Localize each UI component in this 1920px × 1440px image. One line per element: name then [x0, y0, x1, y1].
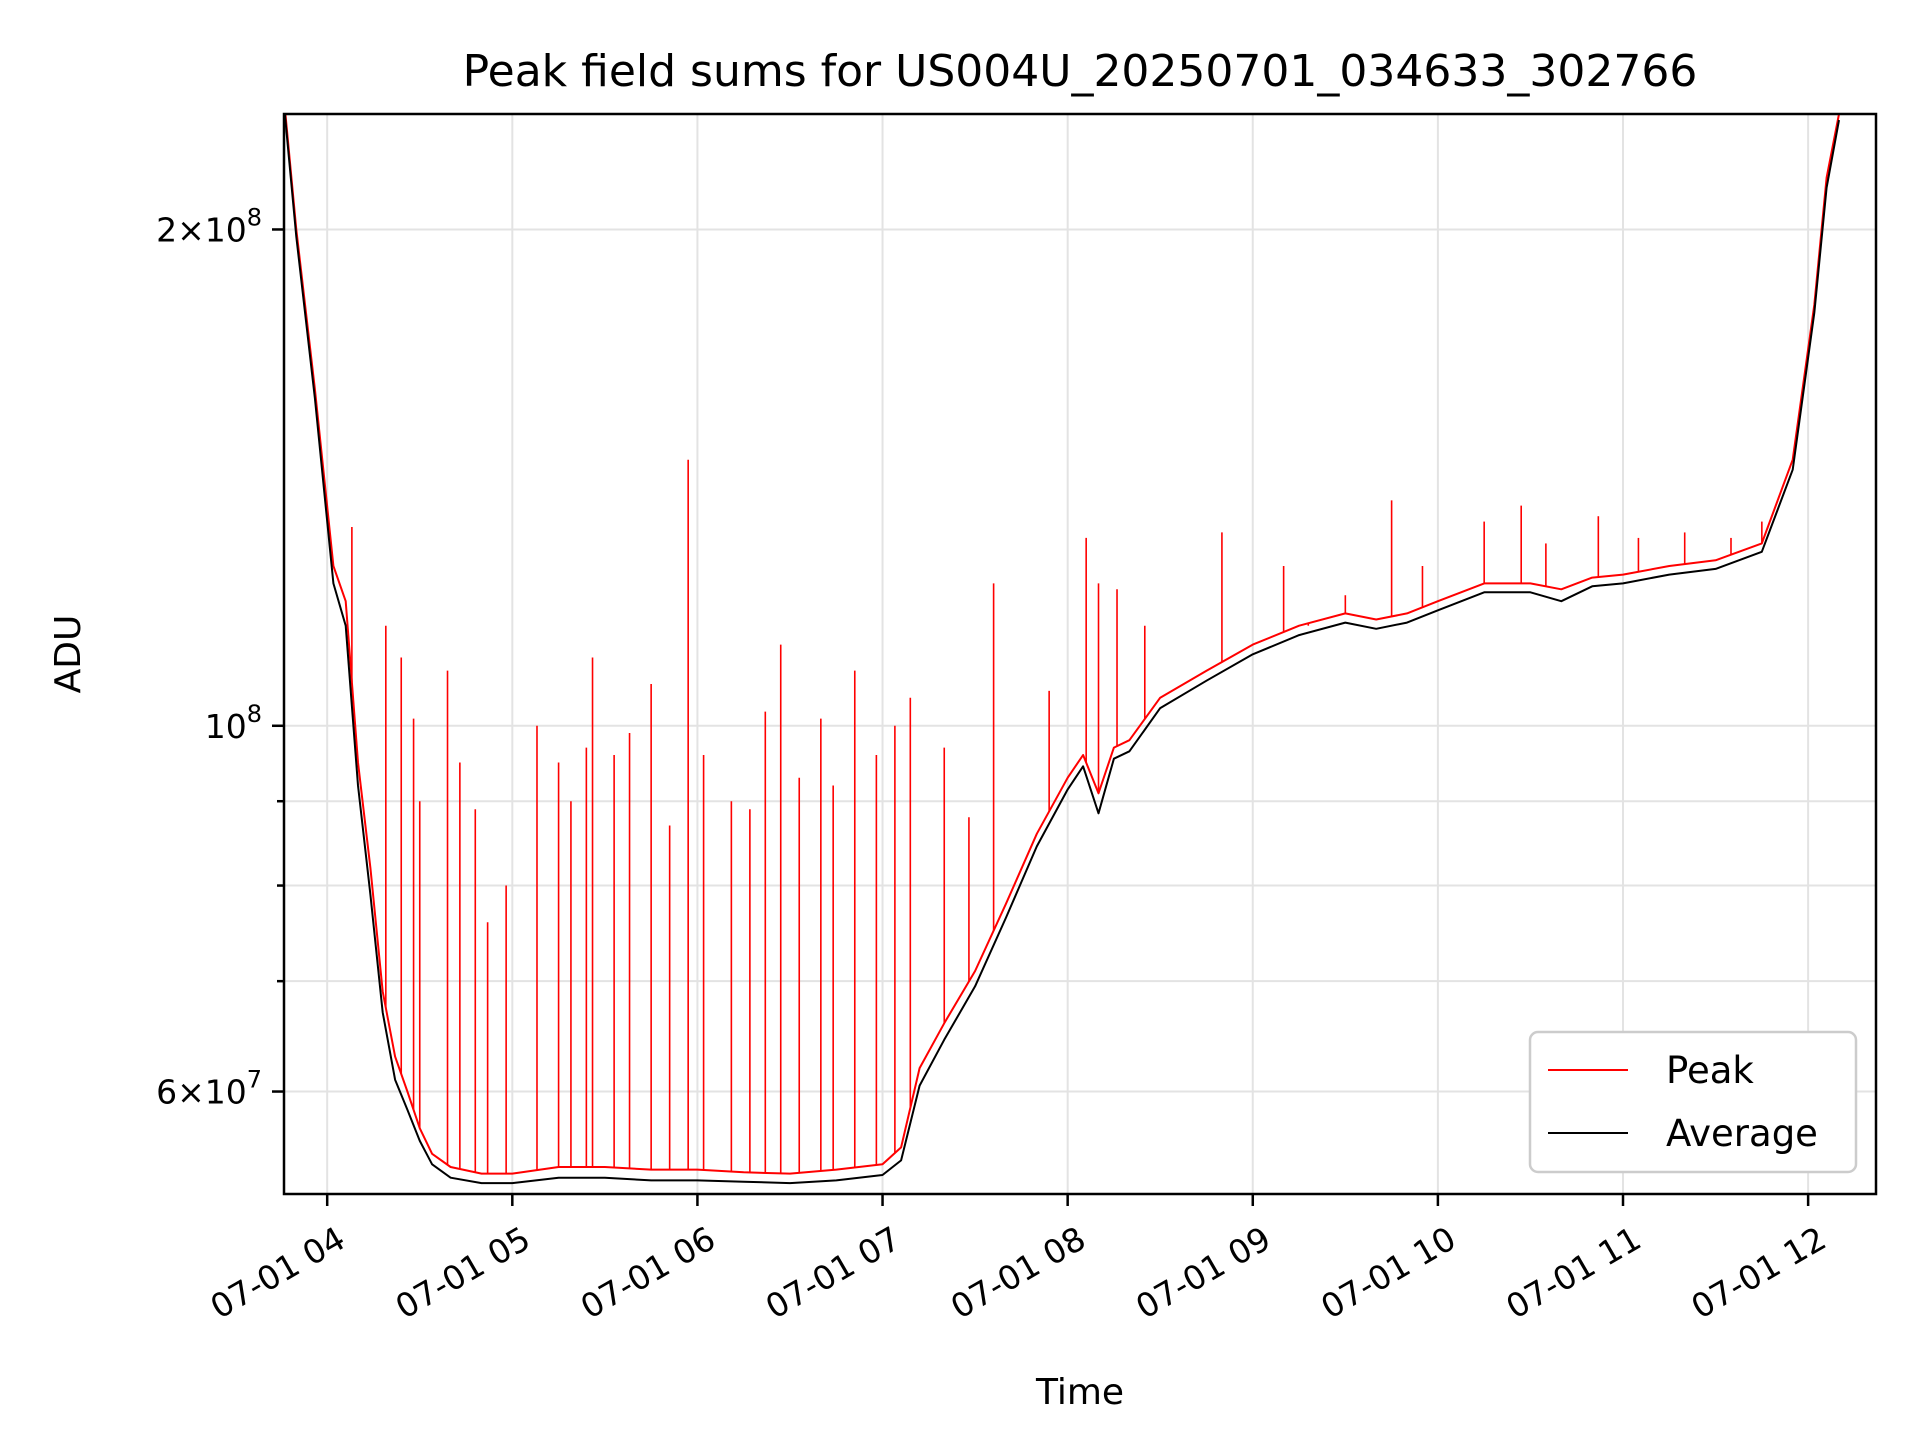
y-tick-exponent: 7 [247, 1066, 262, 1094]
y-tick-times: × [177, 1073, 205, 1112]
y-tick-exponent: 8 [247, 203, 262, 231]
axes-frame [282, 112, 1878, 1196]
series-layer [284, 114, 1840, 1185]
y-tick-label: 108 [205, 700, 262, 746]
y-tick-label: 2×108 [156, 203, 262, 249]
y-tick-base: 10 [205, 1073, 247, 1112]
series-line-average [284, 114, 1840, 1185]
legend-peak-label: Peak [1666, 1049, 1754, 1092]
plot-area [282, 112, 1878, 1196]
y-tick-base: 10 [205, 210, 247, 249]
y-tick-mantissa: 6 [156, 1073, 177, 1112]
y-tick-exponent: 8 [247, 700, 262, 728]
series-line-peak [284, 114, 1840, 1175]
chart-title: Peak field sums for US004U_20250701_0346… [463, 46, 1698, 97]
y-tick-mantissa: 2 [156, 210, 177, 249]
y-tick-base: 10 [205, 707, 247, 746]
y-tick-label: 6×107 [156, 1066, 262, 1112]
legend-average-label: Average [1666, 1112, 1818, 1155]
legend: Peak Average [1528, 1030, 1858, 1174]
y-axis-label: ADU [48, 615, 89, 694]
plot-background [284, 114, 1876, 1194]
legend-box [1528, 1030, 1858, 1174]
x-axis-label: Time [1035, 1372, 1124, 1413]
grid-lines [284, 114, 1876, 1194]
y-tick-times: × [177, 210, 205, 249]
